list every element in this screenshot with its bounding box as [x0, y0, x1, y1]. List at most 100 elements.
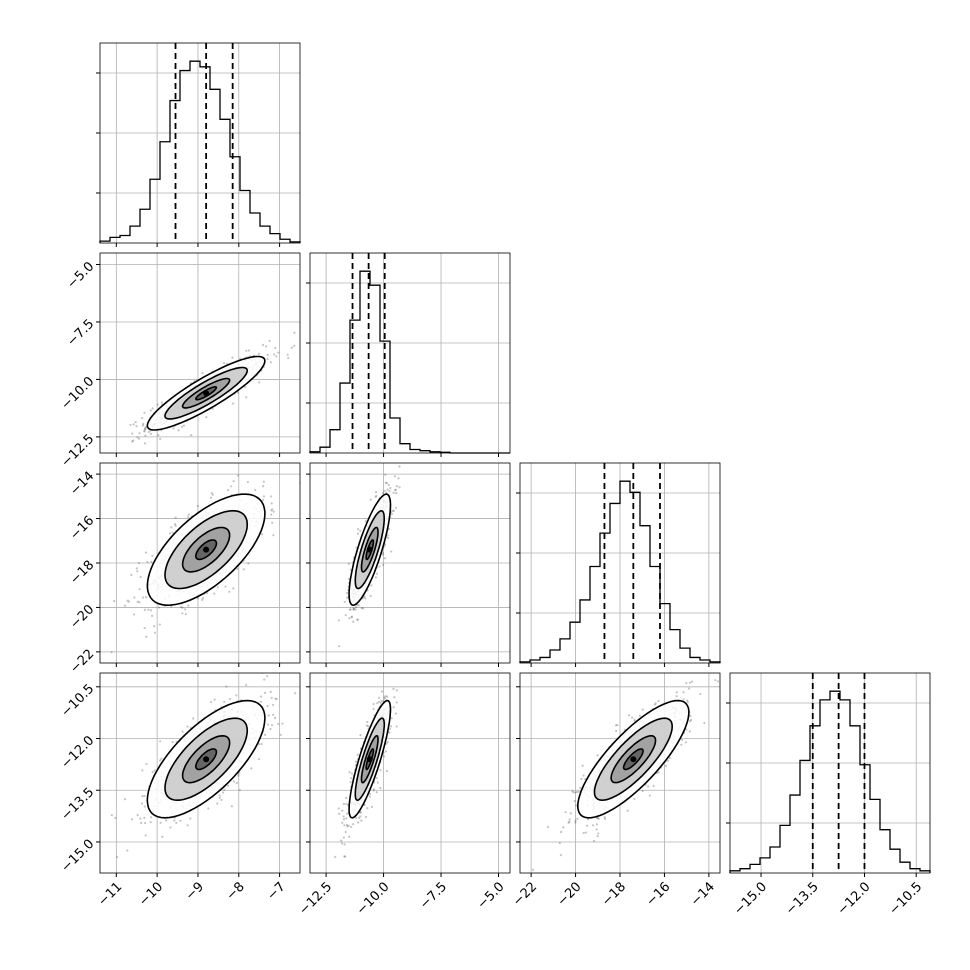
sample-point	[586, 824, 589, 827]
sample-point	[596, 834, 599, 838]
sample-point	[218, 794, 221, 797]
sample-point	[224, 585, 227, 588]
sample-point	[236, 474, 240, 477]
x-tick-label: −8	[224, 879, 248, 903]
sample-point	[347, 824, 350, 827]
sample-point	[568, 818, 571, 821]
sample-point	[567, 821, 570, 824]
sample-point	[376, 781, 379, 784]
sample-point	[338, 812, 341, 815]
sample-point	[201, 598, 204, 601]
sample-point	[205, 592, 209, 595]
panel-content	[334, 669, 398, 858]
sample-point	[141, 424, 144, 427]
sample-point	[616, 723, 619, 727]
sample-point	[223, 700, 226, 703]
sample-point	[130, 573, 133, 576]
sample-point	[126, 849, 129, 852]
sample-point	[270, 513, 273, 516]
sample-point	[259, 695, 263, 698]
sample-point	[147, 430, 150, 434]
sample-point	[648, 794, 651, 797]
sample-point	[147, 608, 150, 611]
sample-point	[569, 812, 572, 815]
sample-point	[137, 437, 141, 440]
sample-point	[141, 795, 144, 798]
sample-point	[386, 534, 389, 537]
sample-point	[348, 608, 352, 611]
x-tick-label: −9	[183, 879, 207, 903]
sample-point	[379, 769, 382, 772]
sample-point	[388, 669, 390, 671]
sample-point	[151, 407, 154, 410]
sample-point	[137, 561, 141, 565]
sample-point	[160, 401, 163, 404]
sample-point	[136, 814, 139, 817]
sample-point	[158, 759, 162, 762]
sample-point	[573, 799, 576, 803]
sample-point	[340, 839, 343, 842]
sample-point	[181, 606, 184, 609]
sample-point	[389, 725, 393, 728]
sample-point	[138, 432, 141, 435]
sample-point	[384, 750, 387, 753]
sample-point	[192, 717, 195, 720]
sample-point	[369, 498, 372, 501]
sample-point	[375, 494, 378, 497]
sample-point	[236, 391, 240, 394]
sample-point	[258, 743, 261, 746]
sample-point	[145, 762, 148, 766]
sample-point	[682, 698, 685, 701]
sample-point	[638, 714, 641, 717]
sample-point	[145, 635, 148, 638]
sample-point	[657, 699, 660, 703]
sample-point	[356, 527, 360, 531]
sample-point	[225, 685, 228, 688]
sample-point	[631, 716, 634, 719]
x-tick-label: −18	[599, 879, 629, 909]
sample-point	[366, 720, 369, 724]
sample-point	[143, 442, 147, 445]
sample-point	[356, 618, 359, 621]
sample-point	[141, 416, 144, 420]
sample-point	[381, 551, 385, 555]
sample-point	[270, 502, 273, 505]
sample-point	[384, 481, 387, 484]
sample-point	[139, 817, 142, 820]
sample-point	[675, 695, 678, 698]
x-tick-label: −10.5	[886, 879, 925, 918]
sample-point	[575, 804, 578, 807]
sample-point	[151, 554, 154, 557]
sample-point	[574, 819, 577, 822]
sample-point	[286, 353, 289, 356]
sample-point	[382, 492, 385, 495]
sample-point	[652, 784, 655, 787]
sample-point	[641, 708, 644, 711]
sample-point	[236, 567, 239, 571]
density-peak	[203, 546, 210, 553]
sample-point	[143, 816, 146, 819]
sample-point	[395, 725, 398, 728]
sample-point	[383, 696, 386, 699]
sample-point	[664, 764, 668, 767]
sample-point	[391, 509, 394, 512]
sample-point	[360, 819, 363, 822]
sample-point	[149, 821, 152, 824]
sample-point	[146, 560, 149, 564]
sample-point	[393, 475, 397, 478]
sample-point	[235, 694, 238, 697]
sample-point	[213, 698, 216, 701]
sample-point	[350, 777, 353, 780]
sample-point	[354, 608, 357, 611]
sample-point	[680, 738, 684, 742]
sample-point	[262, 485, 265, 488]
sample-point	[394, 506, 398, 510]
sample-point	[682, 691, 685, 694]
sample-point	[559, 854, 562, 857]
sample-point	[110, 651, 113, 654]
sample-point	[157, 434, 160, 437]
sample-point	[354, 606, 358, 609]
sample-point	[531, 868, 535, 871]
sample-point	[680, 743, 683, 746]
sample-point	[372, 707, 375, 711]
